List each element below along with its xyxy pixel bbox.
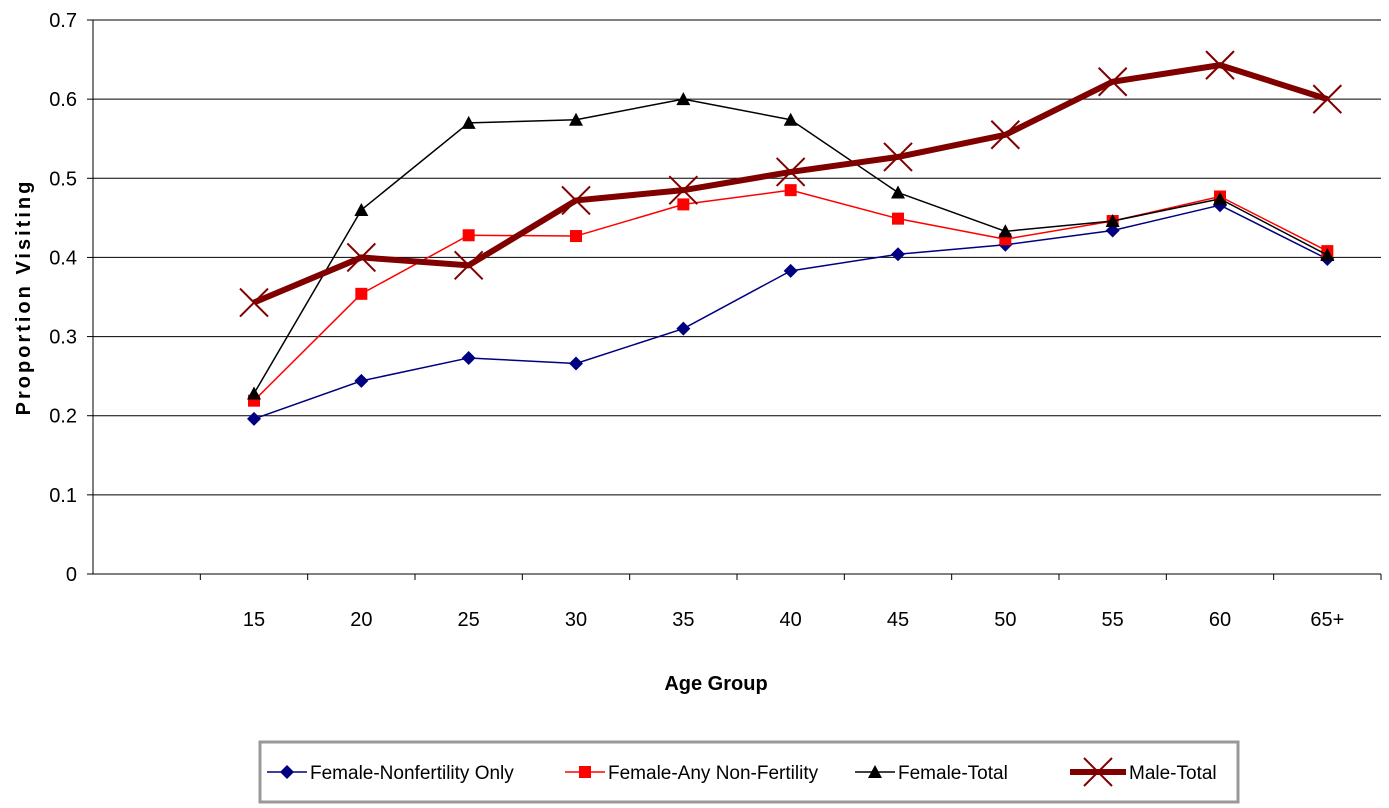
x-marker-stroke [990, 120, 1021, 150]
diamond-marker [569, 356, 583, 371]
y-tick-label: 0.7 [49, 10, 77, 32]
triangle-marker [1213, 191, 1227, 205]
legend-item: Female-Any Non-Fertility [565, 763, 819, 784]
legend-label: Female-Nonfertility Only [310, 763, 514, 784]
series-lines [239, 50, 1343, 426]
triangle-marker [1320, 248, 1335, 262]
legend-label: Female-Any Non-Fertility [608, 763, 819, 784]
legend-item: Male-Total [1070, 757, 1217, 787]
x-marker-stroke [453, 250, 484, 281]
y-tick-label: 0.3 [49, 327, 77, 349]
series-female-any-non-fertility [248, 184, 1334, 407]
triangle-marker [354, 202, 369, 216]
x-axis-title: Age Group [664, 673, 767, 695]
x-tick-label: 25 [458, 609, 480, 631]
x-marker [453, 250, 484, 281]
legend: Female-Nonfertility Only Female-Any Non-F… [258, 740, 1240, 804]
x-marker [239, 287, 269, 318]
diamond-marker [676, 321, 691, 336]
legend-item: Female-Nonfertility Only [267, 763, 514, 784]
x-tick-label: 35 [672, 609, 694, 631]
y-tick-label: 0.2 [49, 406, 77, 428]
x-tick-label: 40 [780, 609, 802, 631]
series-male-total [239, 50, 1343, 318]
triangle-marker [783, 112, 798, 126]
legend-item: Female-Total [855, 763, 1008, 784]
x-tick-label: 55 [1102, 609, 1124, 631]
gridlines [93, 19, 1381, 496]
triangle-marker [461, 115, 476, 129]
legend-label: Female-Total [898, 763, 1008, 784]
x-marker-stroke [1083, 757, 1113, 787]
square-marker [892, 212, 904, 225]
triangle-marker [1105, 214, 1120, 228]
x-marker-stroke [561, 185, 591, 216]
x-marker-stroke [883, 142, 913, 172]
x-tick-label: 50 [994, 609, 1016, 631]
square-marker [784, 184, 797, 197]
triangle-marker [569, 112, 583, 126]
diamond-marker [247, 411, 261, 426]
x-tick-label: 15 [243, 609, 265, 631]
x-marker [1083, 757, 1113, 787]
diamond-marker [783, 263, 798, 278]
series-female-nonfertility-only [247, 198, 1335, 426]
x-marker [1205, 50, 1235, 80]
diamond-marker [891, 247, 905, 262]
square-marker [677, 198, 690, 211]
x-tick-label: 45 [887, 609, 909, 631]
x-marker-stroke [239, 287, 269, 318]
y-tick-label: 0 [66, 564, 77, 586]
x-marker [883, 142, 913, 172]
y-axis-title: Proportion Visiting [13, 179, 35, 416]
diamond-marker [461, 350, 476, 365]
triangle-marker [676, 92, 691, 106]
triangle-marker [891, 185, 905, 199]
x-marker-stroke [1312, 84, 1343, 114]
x-marker [775, 157, 806, 187]
square-marker [355, 287, 368, 300]
x-tick-label: 20 [350, 609, 372, 631]
x-marker [990, 120, 1021, 150]
x-marker-stroke [775, 157, 806, 187]
legend-label: Male-Total [1129, 763, 1217, 784]
square-marker [462, 229, 475, 242]
x-marker-stroke [668, 175, 699, 205]
y-tick-label: 0.4 [49, 247, 77, 269]
y-tick-label: 0.5 [49, 168, 77, 190]
x-tick-label: 30 [565, 609, 587, 631]
axes: 0 0.1 0.2 0.3 0.4 0.5 0.6 0.7 15 20 25 30 35 40 45 50 55… [49, 10, 1382, 631]
diamond-marker [354, 373, 369, 388]
series-line [253, 98, 1328, 394]
square-marker [579, 766, 591, 778]
triangle-marker [247, 386, 261, 400]
x-marker-stroke [1097, 67, 1128, 97]
x-marker [561, 185, 591, 216]
triangle-marker [998, 224, 1013, 238]
diamond-marker [280, 765, 294, 779]
y-tick-label: 0.6 [49, 89, 77, 111]
x-marker [346, 242, 377, 273]
triangle-marker [868, 765, 882, 778]
x-marker [668, 175, 699, 205]
x-tick-label: 65+ [1310, 609, 1344, 631]
x-tick-label: 60 [1209, 609, 1231, 631]
square-marker [570, 230, 582, 243]
x-marker [1097, 67, 1128, 97]
series-line [253, 204, 1328, 420]
x-marker-stroke [1205, 50, 1235, 80]
y-tick-label: 0.1 [49, 485, 77, 507]
series-female-total [247, 92, 1335, 400]
x-marker-stroke [346, 242, 377, 273]
x-marker [1312, 84, 1343, 114]
